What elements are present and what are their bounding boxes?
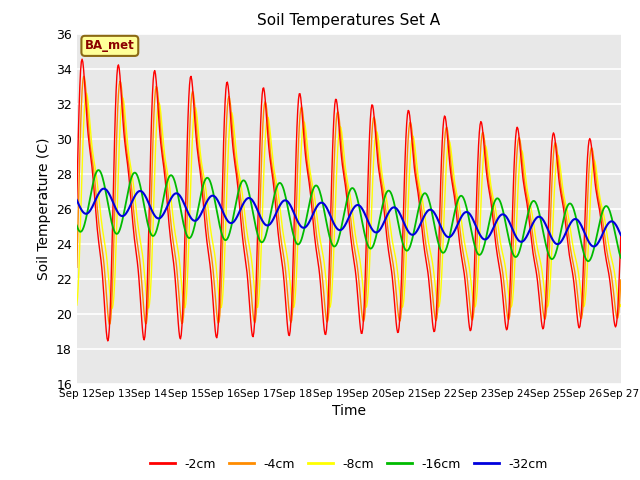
Title: Soil Temperatures Set A: Soil Temperatures Set A (257, 13, 440, 28)
Y-axis label: Soil Temperature (C): Soil Temperature (C) (36, 138, 51, 280)
Text: BA_met: BA_met (85, 39, 134, 52)
X-axis label: Time: Time (332, 405, 366, 419)
Legend: -2cm, -4cm, -8cm, -16cm, -32cm: -2cm, -4cm, -8cm, -16cm, -32cm (145, 453, 553, 476)
